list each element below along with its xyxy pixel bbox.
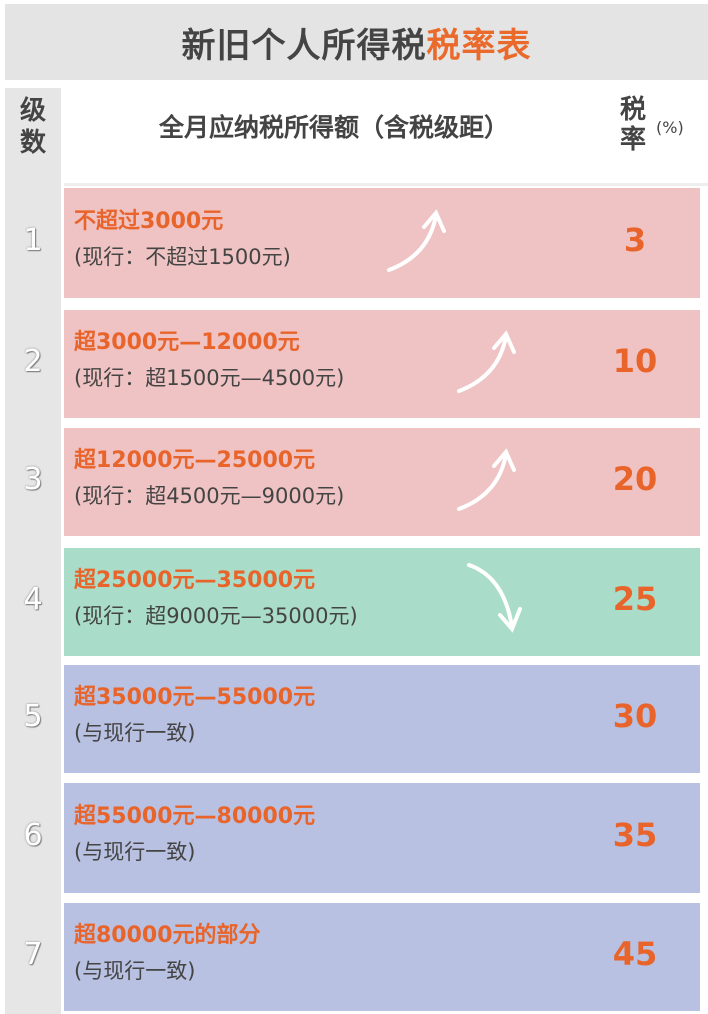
divider (64, 183, 708, 186)
old-bracket: (现行：超1500元—4500元) (74, 366, 345, 390)
level-number: 2 (23, 344, 43, 379)
old-bracket: (与现行一致) (74, 840, 196, 864)
old-bracket: (与现行一致) (74, 721, 196, 745)
new-bracket: 超55000元—80000元 (74, 804, 316, 829)
level-number: 3 (23, 462, 43, 497)
tax-rate: 10 (612, 342, 658, 380)
new-bracket: 超3000元—12000元 (74, 330, 300, 355)
level-number: 1 (23, 223, 43, 258)
header-range: 全月应纳税所得额（含税级距） (158, 113, 509, 142)
level-number: 5 (23, 699, 43, 734)
table-row: 超80000元的部分 (与现行一致) 45 (64, 903, 700, 1011)
up-arrow-icon (457, 330, 516, 393)
new-bracket: 超25000元—35000元 (74, 568, 316, 593)
header-rate: 税率 (620, 95, 647, 155)
level-number: 7 (23, 937, 43, 972)
old-bracket: (现行：不超过1500元) (74, 245, 291, 269)
old-bracket: (与现行一致) (74, 959, 196, 983)
new-bracket: 不超过3000元 (74, 209, 224, 234)
tax-rate: 3 (623, 221, 647, 259)
tax-rate: 20 (612, 460, 658, 498)
table-row: 超3000元—12000元 (现行：超1500元—4500元) 10 (64, 310, 700, 418)
new-bracket: 超80000元的部分 (74, 923, 261, 948)
old-bracket: (现行：超9000元—35000元) (74, 604, 358, 628)
tax-rate: 30 (612, 697, 658, 735)
title-highlight: 税率表 (426, 25, 532, 66)
table-row: 超55000元—80000元 (与现行一致) 35 (64, 783, 700, 893)
title-main: 新旧个人所得税 (181, 25, 427, 66)
old-bracket: (现行：超4500元—9000元) (74, 484, 345, 508)
new-bracket: 超12000元—25000元 (74, 448, 316, 473)
tax-rate: 45 (612, 935, 658, 973)
header-rate-unit: (%) (656, 118, 684, 137)
header-level: 级数 (19, 96, 46, 158)
up-arrow-icon (457, 448, 516, 511)
table-row: 不超过3000元 (现行：不超过1500元) 3 (64, 188, 700, 298)
tax-rate: 35 (612, 816, 658, 854)
table-row: 超25000元—35000元 (现行：超9000元—35000元) 25 (64, 548, 700, 656)
page-title: 新旧个人所得税 税率表 (5, 4, 708, 80)
table-row: 超35000元—55000元 (与现行一致) 30 (64, 665, 700, 773)
level-number: 4 (23, 582, 43, 617)
up-arrow-icon (387, 209, 446, 272)
level-number: 6 (23, 818, 43, 853)
down-arrow-icon (467, 563, 522, 633)
new-bracket: 超35000元—55000元 (74, 685, 316, 710)
tax-rate: 25 (612, 580, 658, 618)
table-row: 超12000元—25000元 (现行：超4500元—9000元) 20 (64, 428, 700, 536)
level-column (5, 88, 61, 1014)
